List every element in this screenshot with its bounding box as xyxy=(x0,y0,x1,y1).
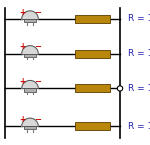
Bar xyxy=(75,50,110,58)
Text: −: − xyxy=(34,8,41,17)
Text: −: − xyxy=(34,77,41,86)
Bar xyxy=(24,88,36,92)
Bar xyxy=(24,19,36,22)
Polygon shape xyxy=(22,80,38,88)
Text: +: + xyxy=(19,115,26,124)
Bar xyxy=(75,122,110,130)
Bar xyxy=(24,54,36,57)
Polygon shape xyxy=(22,118,38,126)
Text: +: + xyxy=(19,77,26,86)
Polygon shape xyxy=(22,46,38,54)
Text: +: + xyxy=(19,8,26,17)
Text: +: + xyxy=(19,42,26,51)
Circle shape xyxy=(117,86,123,91)
Text: R = 12: R = 12 xyxy=(128,49,150,58)
Bar xyxy=(75,15,110,23)
Text: −: − xyxy=(34,42,41,51)
Bar xyxy=(75,84,110,93)
Polygon shape xyxy=(22,11,38,19)
Text: R = 12: R = 12 xyxy=(128,14,150,23)
Text: R = 12: R = 12 xyxy=(128,84,150,93)
Bar xyxy=(24,126,36,129)
Text: −: − xyxy=(34,115,41,124)
Text: R = 12: R = 12 xyxy=(128,122,150,131)
